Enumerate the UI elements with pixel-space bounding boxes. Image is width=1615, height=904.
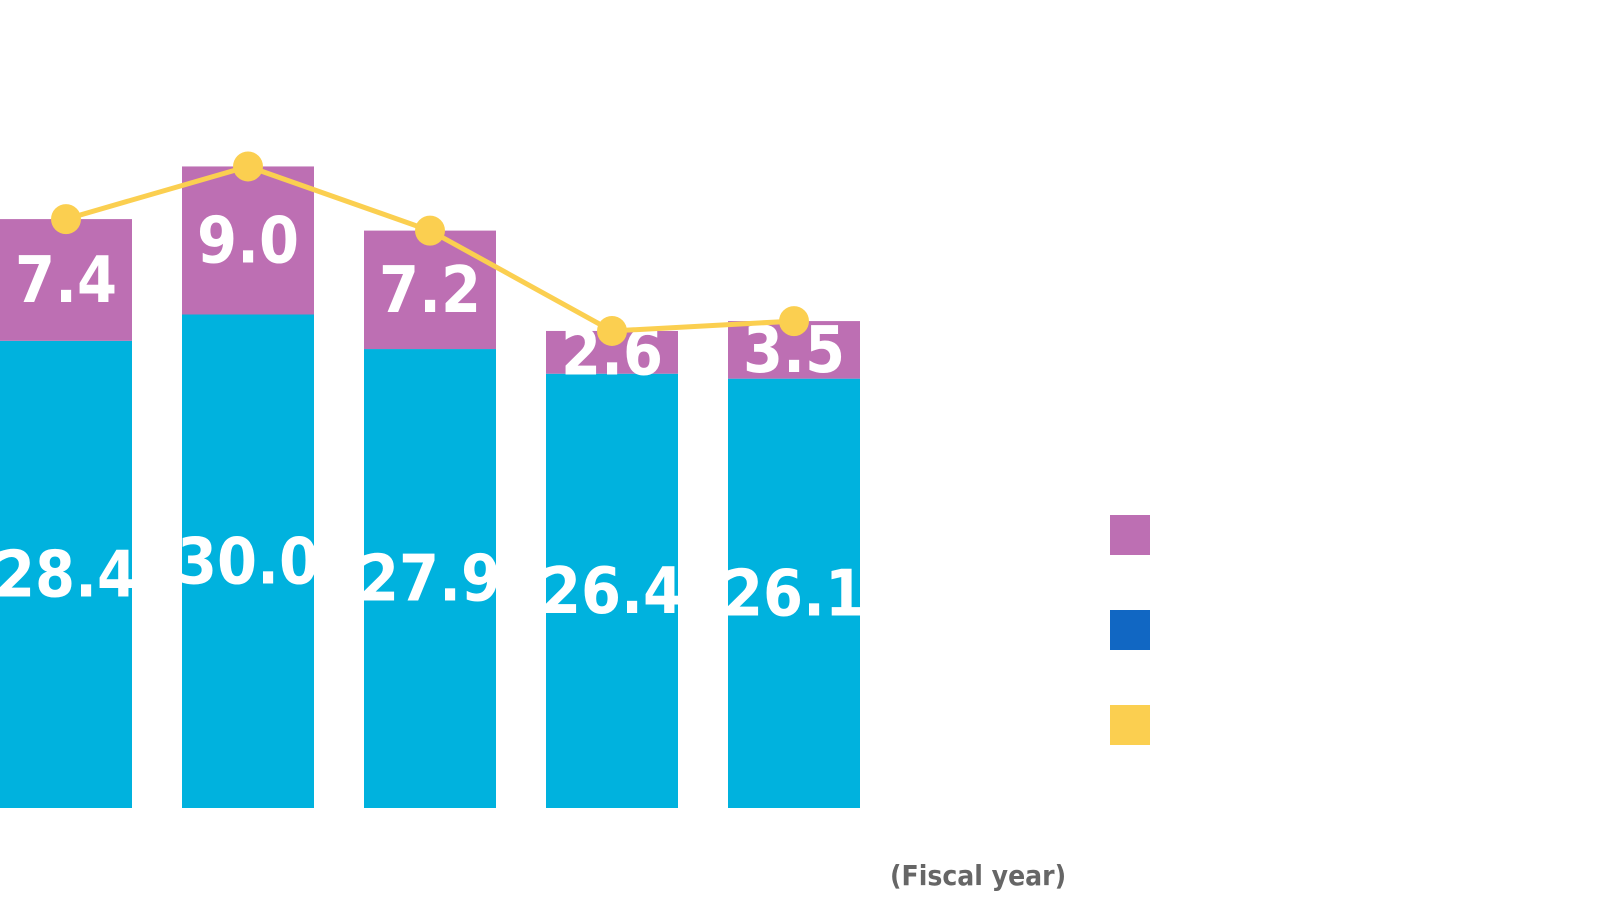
data-label-lower-3: 27.9 [359, 543, 501, 617]
legend-swatch-1 [1110, 515, 1150, 555]
bar-lower-1 [0, 340, 132, 808]
bar-upper-3 [364, 230, 496, 350]
legend [1110, 515, 1150, 745]
bar-lower-5 [728, 378, 860, 808]
bar-group: 28.47.430.09.027.97.226.42.626.13.5 [0, 166, 865, 808]
line-series [51, 151, 809, 346]
bar-upper-1 [0, 219, 132, 341]
line-point-5 [779, 306, 809, 337]
bar-lower-4 [546, 373, 678, 808]
x-axis-label: (Fiscal year) [890, 859, 1066, 892]
line-point-1 [51, 204, 81, 235]
data-label-upper-3: 7.2 [379, 254, 481, 328]
legend-swatch-3 [1110, 705, 1150, 745]
line-point-3 [415, 215, 445, 246]
legend-swatch-2 [1110, 610, 1150, 650]
line-point-4 [597, 315, 627, 346]
data-label-upper-1: 7.4 [15, 244, 117, 318]
bar-lower-3 [364, 349, 496, 808]
data-label-lower-1: 28.4 [0, 538, 137, 612]
data-label-lower-5: 26.1 [723, 557, 865, 631]
line-point-2 [233, 151, 263, 182]
data-label-upper-2: 9.0 [197, 204, 299, 278]
data-label-lower-4: 26.4 [541, 555, 683, 629]
bar-upper-2 [182, 166, 314, 315]
data-label-lower-2: 30.0 [177, 525, 319, 599]
bar-lower-2 [182, 314, 314, 808]
